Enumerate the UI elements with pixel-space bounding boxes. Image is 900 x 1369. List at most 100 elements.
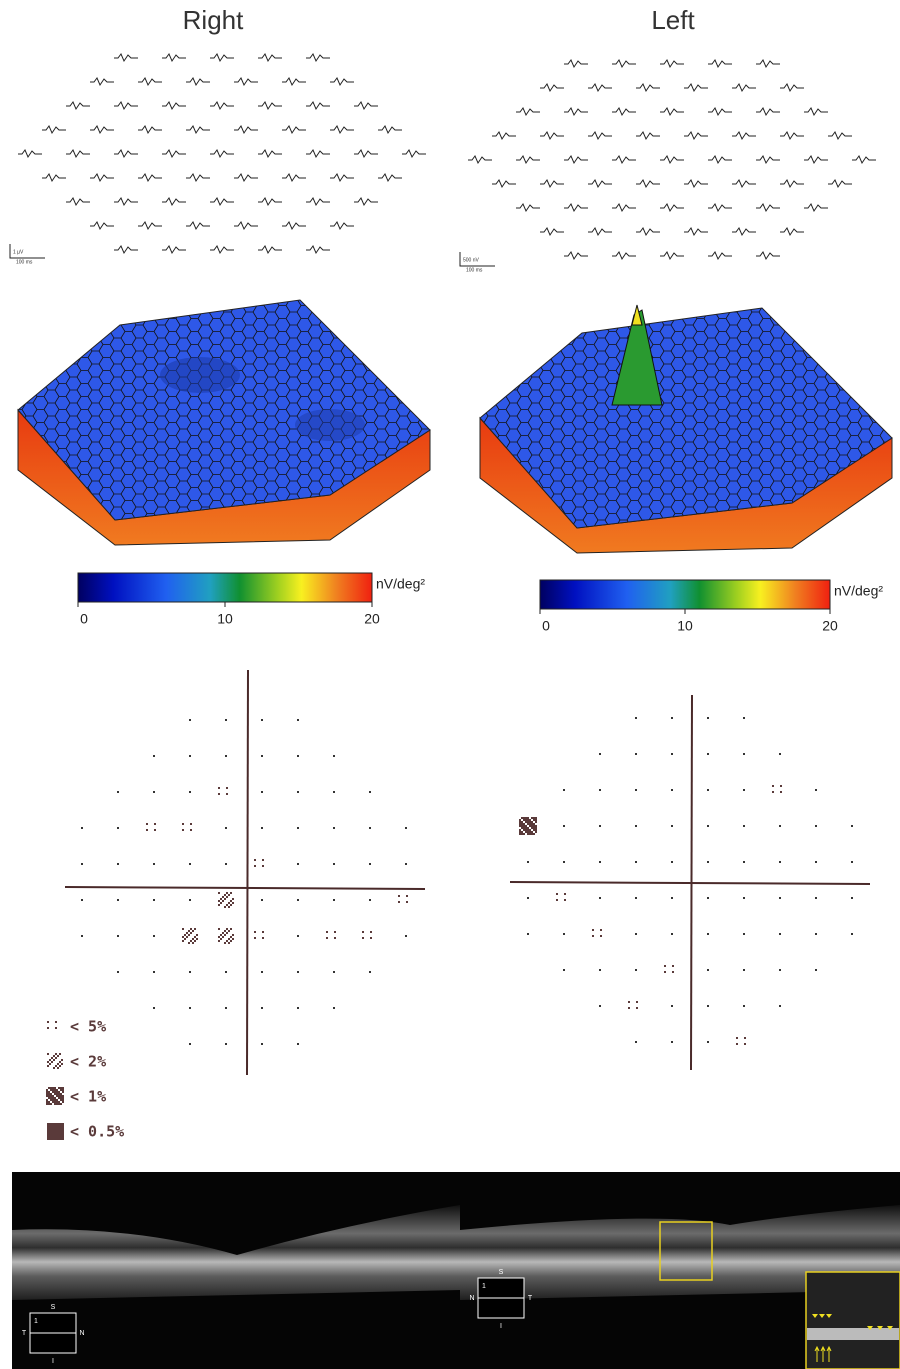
sym-1 <box>48 1103 50 1105</box>
dot <box>225 1043 227 1045</box>
erg-trace <box>516 156 540 163</box>
erg-trace <box>684 84 708 91</box>
sym-2 <box>230 900 232 902</box>
sym-5 <box>326 937 328 939</box>
dot <box>635 717 637 719</box>
erg-trace <box>564 60 588 67</box>
erg-trace <box>42 174 66 181</box>
erg-trace <box>162 102 186 109</box>
dot <box>333 1007 335 1009</box>
sym-2 <box>188 934 190 936</box>
dot <box>671 897 673 899</box>
erg-trace <box>612 156 636 163</box>
sym-2 <box>188 942 190 944</box>
colorbar-tick-label: 0 <box>542 618 550 634</box>
sym-2 <box>186 932 188 934</box>
sym-1 <box>60 1099 62 1101</box>
sym-5 <box>406 901 408 903</box>
sym-1 <box>62 1091 64 1093</box>
sym-1 <box>529 825 531 827</box>
legend-label: < 1% <box>70 1088 106 1106</box>
sym-2 <box>53 1067 55 1069</box>
erg-trace <box>732 84 756 91</box>
dot <box>153 791 155 793</box>
erg-trace <box>636 84 660 91</box>
dot <box>117 899 119 901</box>
sym-1 <box>531 823 533 825</box>
sym-5 <box>370 937 372 939</box>
erg-trace <box>636 132 660 139</box>
sym-1 <box>525 825 527 827</box>
sym-2 <box>228 942 230 944</box>
sym-1 <box>523 829 525 831</box>
sym-1 <box>54 1099 56 1101</box>
erg-trace <box>708 252 732 259</box>
colorbar <box>78 573 372 602</box>
sym-1 <box>62 1095 64 1097</box>
dot <box>225 719 227 721</box>
erg-trace <box>828 180 852 187</box>
sym-1 <box>58 1095 60 1097</box>
dot <box>297 971 299 973</box>
sym-2 <box>226 904 228 906</box>
dot <box>779 897 781 899</box>
sym-1 <box>60 1095 62 1097</box>
sym-1 <box>519 833 521 835</box>
sym-2 <box>57 1063 59 1065</box>
sym-5 <box>672 971 674 973</box>
sym-1 <box>521 823 523 825</box>
erg-trace <box>588 180 612 187</box>
sym-1 <box>54 1091 56 1093</box>
sym-0-5 <box>47 1123 64 1140</box>
sym-2 <box>182 940 184 942</box>
erg-trace <box>258 198 282 205</box>
sym-5 <box>326 931 328 933</box>
dot <box>117 791 119 793</box>
sym-5 <box>398 895 400 897</box>
sym-5 <box>628 1001 630 1003</box>
erg-trace <box>66 150 90 157</box>
sym-1 <box>531 833 533 835</box>
sym-5 <box>218 793 220 795</box>
sym-2 <box>232 898 234 900</box>
sym-2 <box>59 1053 61 1055</box>
sym-2 <box>188 930 190 932</box>
sym-5 <box>744 1037 746 1039</box>
sym-1 <box>46 1101 48 1103</box>
dot <box>707 789 709 791</box>
sym-2 <box>190 940 192 942</box>
dot <box>635 933 637 935</box>
dot <box>707 825 709 827</box>
sym-5 <box>628 1007 630 1009</box>
sym-2 <box>49 1059 51 1061</box>
dot <box>405 863 407 865</box>
erg-trace <box>540 132 564 139</box>
axis-h <box>510 882 870 884</box>
colorbar-tick-label: 0 <box>80 611 88 627</box>
sym-1 <box>52 1097 54 1099</box>
dot <box>815 861 817 863</box>
sym-2 <box>226 892 228 894</box>
erg-trace <box>186 174 210 181</box>
dot <box>153 863 155 865</box>
sym-1 <box>527 829 529 831</box>
dot <box>261 827 263 829</box>
sym-5 <box>780 785 782 787</box>
erg-trace <box>186 126 210 133</box>
sym-2 <box>230 892 232 894</box>
dot <box>333 791 335 793</box>
dot <box>527 933 529 935</box>
sym-1 <box>519 821 521 823</box>
dot <box>635 969 637 971</box>
oct-label: 1 <box>34 1318 38 1325</box>
dot <box>779 825 781 827</box>
dot <box>563 825 565 827</box>
dot <box>815 933 817 935</box>
sym-2 <box>192 942 194 944</box>
sym-1 <box>521 821 523 823</box>
sym-2 <box>51 1061 53 1063</box>
oct-label: S <box>499 1269 504 1276</box>
erg-trace <box>660 252 684 259</box>
sym-1 <box>54 1101 56 1103</box>
dot <box>333 827 335 829</box>
